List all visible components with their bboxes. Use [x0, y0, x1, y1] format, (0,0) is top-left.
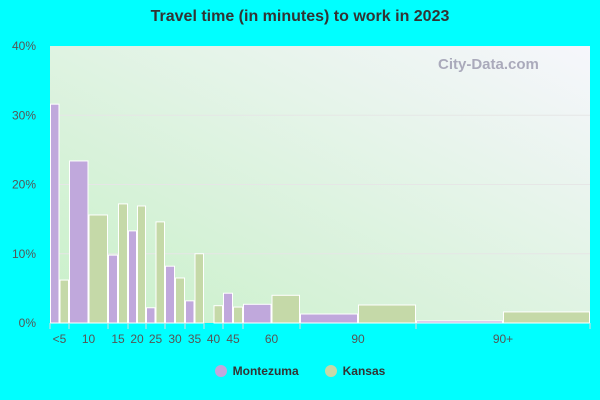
- bar-montezuma: [243, 303, 272, 324]
- x-tick-label: 90: [351, 332, 365, 346]
- legend-label: Kansas: [342, 364, 386, 378]
- bar-kansas: [137, 205, 146, 324]
- bar-montezuma: [416, 320, 503, 324]
- x-tick-label: 10: [82, 332, 96, 346]
- watermark: City-Data.com: [438, 56, 539, 73]
- x-tick-label: 40: [207, 332, 221, 346]
- x-tick-label: 15: [111, 332, 125, 346]
- x-tick-label: 20: [130, 332, 144, 346]
- bar-kansas: [59, 279, 69, 324]
- legend-item-kansas: Kansas: [324, 364, 386, 378]
- bar-montezuma: [69, 160, 89, 324]
- x-tick-label: 25: [149, 332, 163, 346]
- legend-label: Montezuma: [232, 364, 299, 378]
- bar-montezuma: [50, 103, 60, 324]
- y-tick-label: 40%: [12, 39, 36, 53]
- bar-montezuma: [108, 254, 118, 324]
- bar-montezuma: [300, 313, 358, 324]
- y-tick-label: 20%: [12, 178, 36, 192]
- legend-swatch: [214, 365, 227, 377]
- x-tick-label: 35: [188, 332, 202, 346]
- bar-kansas: [358, 304, 416, 324]
- y-tick-label: 10%: [12, 247, 36, 261]
- x-tick-label: <5: [53, 332, 67, 346]
- bar-kansas: [233, 306, 243, 324]
- bar-kansas: [194, 253, 204, 324]
- x-tick-label: 30: [168, 332, 182, 346]
- bar-montezuma: [128, 230, 137, 324]
- x-tick-label: 45: [226, 332, 240, 346]
- chart-title: Travel time (in minutes) to work in 2023: [150, 8, 450, 25]
- bar-montezuma: [165, 265, 175, 324]
- bar-kansas: [155, 221, 165, 324]
- bar-montezuma: [185, 300, 195, 324]
- legend-item-montezuma: Montezuma: [214, 364, 299, 378]
- bar-montezuma: [223, 292, 233, 324]
- legend: Montezuma Kansas: [0, 364, 600, 378]
- y-tick-label: 30%: [12, 108, 36, 122]
- bar-montezuma: [146, 307, 156, 324]
- bar-kansas: [118, 203, 128, 324]
- bar-kansas: [503, 311, 590, 324]
- y-tick-label: 0%: [19, 316, 37, 330]
- legend-swatch: [324, 365, 337, 377]
- bar-kansas: [271, 294, 300, 324]
- bar-kansas: [213, 305, 223, 324]
- x-tick-label: 60: [265, 332, 279, 346]
- bar-kansas: [88, 214, 108, 324]
- x-tick-label: 90+: [493, 332, 513, 346]
- bar-kansas: [175, 277, 185, 324]
